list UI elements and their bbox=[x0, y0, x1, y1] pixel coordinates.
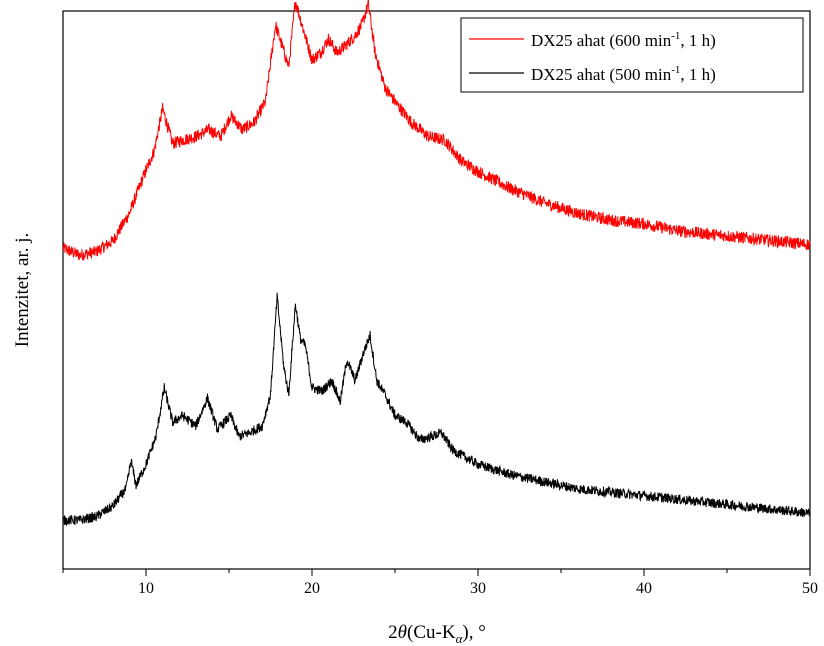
series-line-1 bbox=[62, 292, 811, 527]
x-tick-label-50: 50 bbox=[802, 580, 818, 597]
legend: DX25 ahat (600 min-1, 1 h) DX25 ahat (50… bbox=[460, 17, 804, 93]
x-axis-title: 2θ(Cu-Kα), ° bbox=[388, 622, 486, 646]
legend-sup-500: -1 bbox=[671, 64, 680, 76]
x-tick-label-20: 20 bbox=[304, 580, 320, 597]
x-tick-label-30: 30 bbox=[470, 580, 486, 597]
x-tick-label-10: 10 bbox=[138, 580, 154, 597]
series-line-0 bbox=[62, 0, 811, 261]
x-tick-label-40: 40 bbox=[636, 580, 652, 597]
legend-box bbox=[460, 17, 804, 93]
x-ticks: 10 20 30 40 50 bbox=[62, 569, 818, 597]
plot-frame bbox=[62, 10, 811, 570]
legend-label-600: DX25 ahat (600 min-1, 1 h) bbox=[531, 30, 716, 50]
y-axis-title: Intenzitet, ar. j. bbox=[12, 233, 33, 347]
legend-label-500: DX25 ahat (500 min-1, 1 h) bbox=[531, 64, 716, 84]
legend-sup-600: -1 bbox=[671, 30, 680, 42]
series-layer bbox=[62, 0, 811, 527]
